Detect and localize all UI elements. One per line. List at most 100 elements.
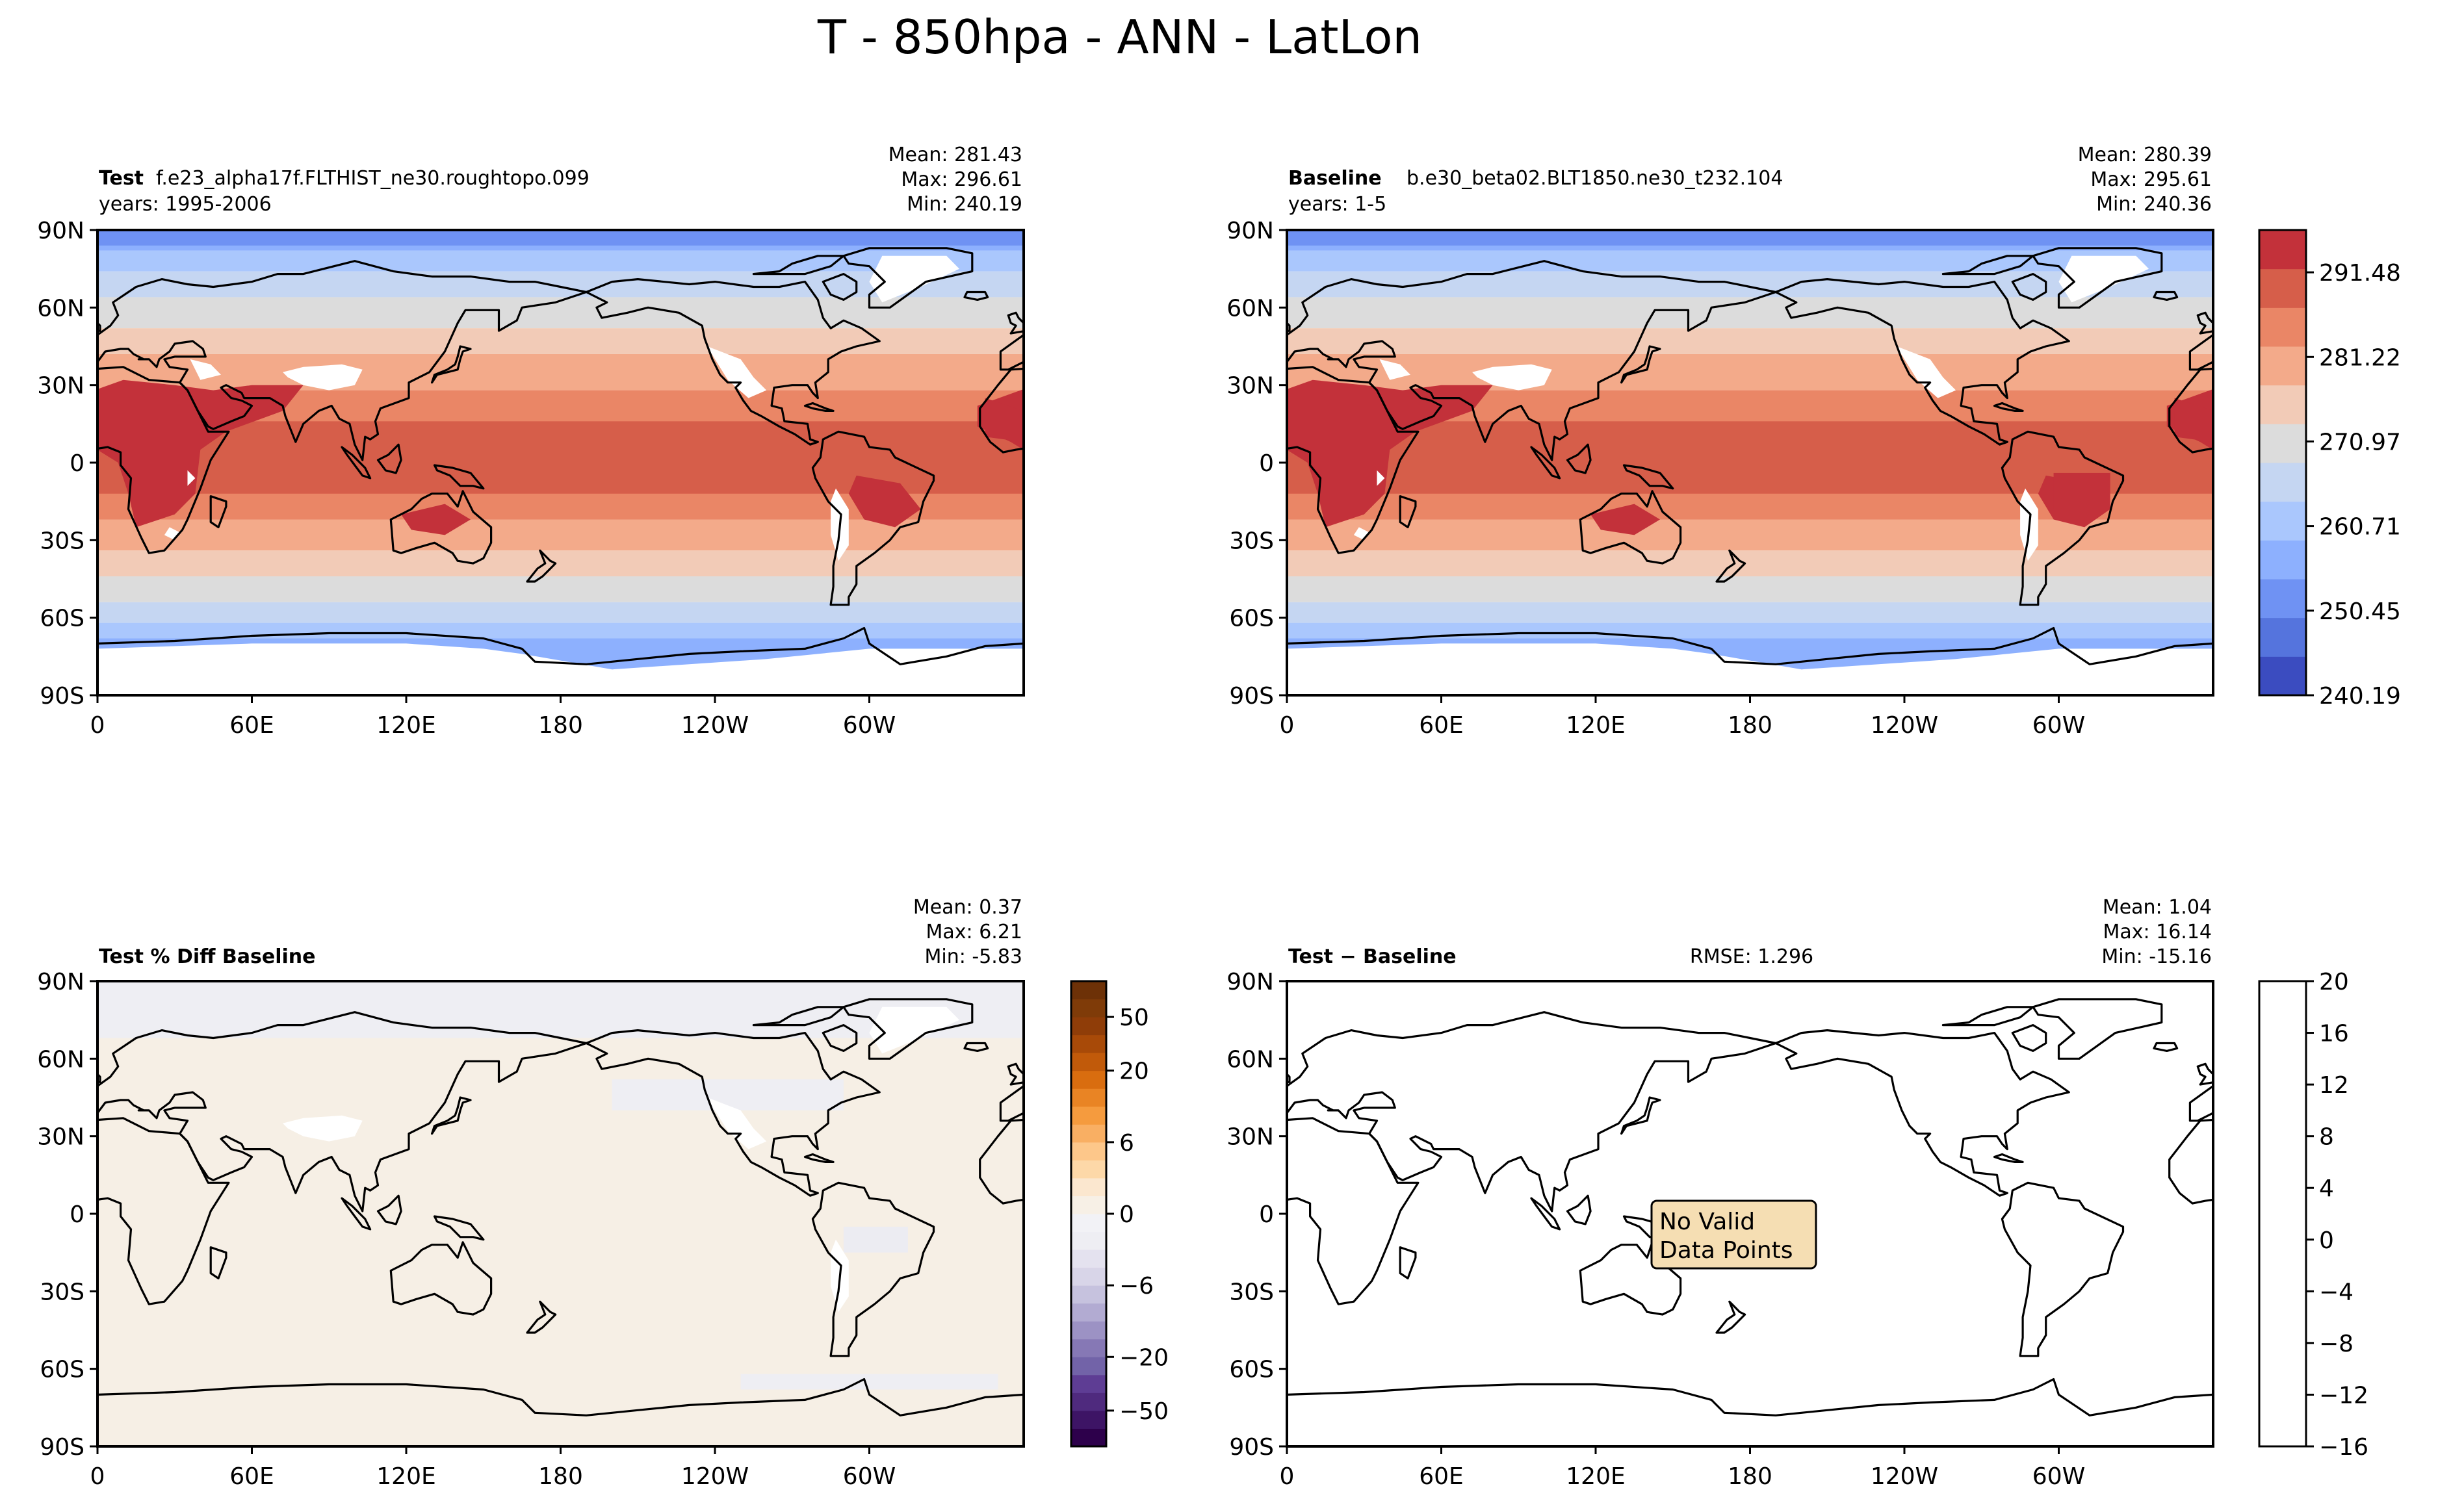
colorbar-swatch — [1071, 1088, 1106, 1107]
colorbar-tick-label: −50 — [1119, 1398, 1169, 1425]
lat-tick-label: 90S — [1229, 1434, 1274, 1461]
test-years: years: 1995-2006 — [99, 193, 272, 216]
coastline-sumatra — [1530, 1197, 1561, 1231]
lon-tick-label: 180 — [1728, 712, 1772, 739]
colorbar-swatch — [2259, 385, 2306, 424]
colorbar-swatch — [1071, 1214, 1106, 1233]
lon-tick-label: 60E — [1419, 1463, 1464, 1490]
colorbar-swatch — [2259, 579, 2306, 619]
colorbar-tick-label: 240.19 — [2319, 683, 2401, 710]
hot-region — [1590, 504, 1660, 535]
temp-band — [97, 328, 1024, 354]
colorbar-tick-label: 12 — [2319, 1072, 2349, 1099]
baseline-case-name: b.e30_beta02.BLT1850.ne30_t232.104 — [1407, 167, 1783, 190]
lat-tick-label: 90N — [37, 218, 84, 244]
temp-band — [1287, 250, 2213, 272]
panel-pct-diff: Test % Diff Baseline Mean: 0.37 Max: 6.2… — [37, 896, 1025, 1490]
colorbar-swatch — [1071, 981, 1106, 1000]
colorbar-swatch — [1071, 999, 1106, 1018]
coastline-arcticIslands — [752, 255, 845, 275]
lon-tick-label: 120W — [681, 712, 749, 739]
coastline-northAmerica — [585, 277, 881, 446]
colorbar-diff: 20 16 12 8 4 0 −4 −8 −12 −16 — [2258, 969, 2368, 1461]
colorbar-tick-label: 250.45 — [2319, 598, 2401, 625]
masked-region — [707, 1097, 767, 1149]
diff-mean: Mean: 1.04 — [2103, 896, 2212, 919]
masked-region — [283, 1115, 363, 1142]
colorbar-swatch — [1071, 1070, 1106, 1089]
coastline-baffin — [822, 1023, 858, 1053]
diff-max: Max: 16.14 — [2103, 921, 2212, 943]
coastline-northAmerica — [585, 1029, 881, 1197]
map-clip — [1287, 230, 2213, 695]
coastline-newZealand — [1715, 549, 1746, 583]
coastline-africa — [979, 367, 1024, 454]
masked-region — [1379, 359, 1410, 380]
pct-band — [97, 981, 1024, 1038]
colorbar-swatch — [1071, 1231, 1106, 1250]
pct-diff-label: Test % Diff Baseline — [99, 945, 316, 968]
lon-tick-label: 60W — [2032, 712, 2085, 739]
colorbar-swatch — [2259, 501, 2306, 541]
colorbar-swatch — [1071, 1285, 1106, 1304]
hot-region — [2174, 398, 2213, 442]
temp-band — [1287, 622, 2213, 639]
temp-band — [1287, 550, 2213, 577]
coastline-africa — [1287, 1117, 1420, 1305]
lon-tick-label: 60E — [229, 1463, 274, 1490]
temp-band — [1287, 353, 2213, 391]
lon-tick-label: 60W — [843, 1463, 896, 1490]
colorbar-tick-label: 20 — [1119, 1058, 1149, 1085]
test-max: Max: 296.61 — [901, 168, 1022, 191]
lat-tick-label: 90S — [40, 1434, 84, 1461]
colorbar-swatch — [2259, 463, 2306, 502]
lon-tick-label: 120E — [1566, 1463, 1625, 1490]
pct-diff-max: Max: 6.21 — [926, 921, 1022, 943]
lat-tick-label: 90N — [1226, 218, 1274, 244]
hot-region — [401, 504, 471, 535]
coastline-arcticIslands — [1941, 255, 2034, 275]
colorbar-swatch — [1071, 1303, 1106, 1322]
coastline-newZealand — [526, 1300, 557, 1334]
coastline-antarctica — [1287, 1377, 2213, 1446]
pct-band — [843, 1226, 908, 1253]
colorbar-swatch — [1071, 1321, 1106, 1340]
coastline-borneo — [1566, 443, 1592, 474]
coastline-eurasia — [1287, 260, 1777, 461]
lon-tick-label: 0 — [1280, 712, 1295, 739]
coastline-iceland — [2153, 1042, 2179, 1053]
colorbar-swatch — [1071, 1249, 1106, 1268]
masked-region — [1472, 364, 1552, 391]
lat-tick-label: 60N — [37, 1046, 84, 1073]
colorbar-tick-label: −4 — [2319, 1279, 2354, 1305]
colorbar-tick-label: 281.22 — [2319, 344, 2401, 371]
masked-region — [1897, 346, 1956, 398]
coastline-britain — [1287, 1072, 1291, 1084]
temp-band — [1287, 297, 2213, 329]
coastline-iceland — [963, 290, 989, 301]
coastline-africa — [97, 366, 230, 554]
coastline-australia — [389, 490, 493, 565]
coastline-cuba — [803, 1153, 835, 1163]
lat-tick-label: 0 — [70, 450, 84, 477]
colorbar-tick-label: 260.71 — [2319, 514, 2401, 541]
colorbar-swatch — [1071, 1392, 1106, 1411]
colorbar-tick-label: 8 — [2319, 1124, 2334, 1151]
test-label: Test — [99, 167, 144, 190]
temp-band — [97, 353, 1024, 391]
lat-tick-label: 0 — [1259, 1201, 1274, 1228]
temp-band — [97, 230, 1024, 246]
coastline-borneo — [376, 443, 402, 474]
coastline-southAmerica — [811, 430, 935, 606]
coastline-africa — [979, 1118, 1024, 1205]
masked-region — [1287, 643, 2213, 695]
baseline-max: Max: 295.61 — [2090, 168, 2212, 191]
coastline-newGuinea — [433, 1215, 485, 1241]
lon-tick-label: 120E — [1566, 712, 1625, 739]
lat-tick-label: 30N — [1226, 373, 1274, 400]
coastline-southAmerica — [2001, 430, 2125, 606]
lat-tick-label: 30S — [40, 528, 84, 554]
masked-region — [869, 255, 959, 303]
